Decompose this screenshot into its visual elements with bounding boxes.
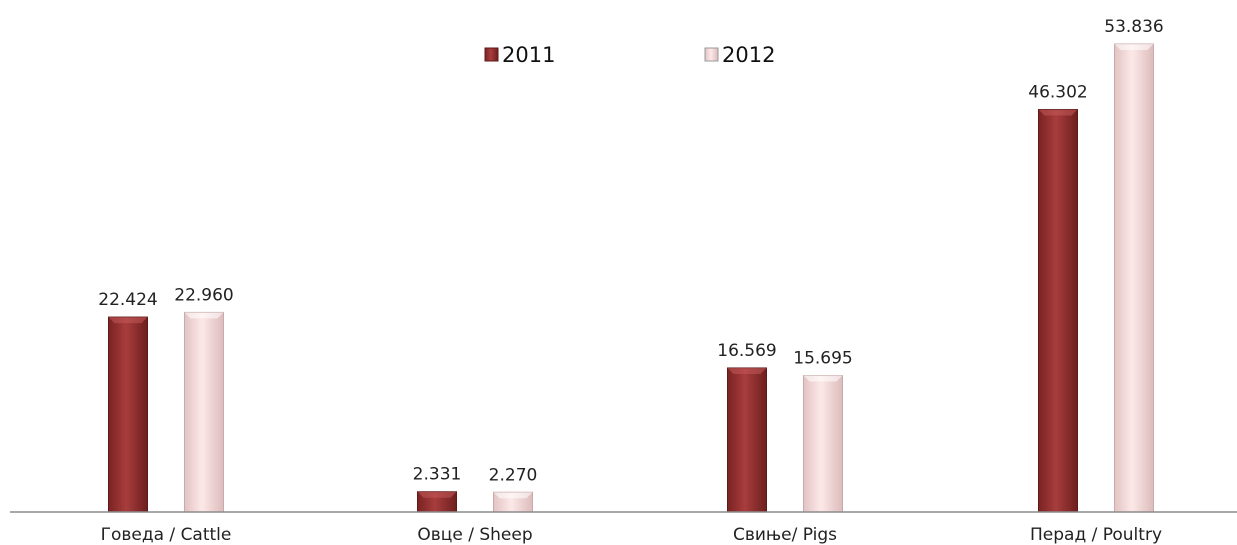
data-labels-layer: 22.424 2.331 16.569 46.302 22.960 2.270 15.695… (98, 17, 1163, 485)
legend: 2011 2012 (484, 43, 775, 67)
bar-bevel-2012-1 (184, 312, 224, 319)
bar-2011-4 (1038, 108, 1078, 513)
x-tick-label-1: Говеда / Cattle (101, 525, 232, 545)
bars-layer (108, 43, 1154, 513)
bar-bevel-2012-4 (1114, 44, 1154, 50)
data-label-2012-1: 22.960 (174, 285, 233, 305)
data-label-2011-2: 2.331 (413, 465, 462, 485)
bar-2011-1 (108, 316, 148, 513)
data-label-2011-1: 22.424 (98, 290, 157, 310)
x-tick-label-3: Свиње/ Pigs (733, 525, 837, 545)
bar-2012-3 (803, 375, 843, 513)
bar-bevel-2011-1 (108, 317, 148, 324)
bar-bevel-2011-4 (1038, 109, 1078, 116)
bar-2011-3 (727, 367, 767, 513)
x-tick-label-2: Овце / Sheep (417, 525, 532, 545)
bar-bevel-2011-2 (417, 491, 457, 498)
legend-swatch-2011 (484, 47, 499, 62)
x-tick-labels-layer: Говеда / Cattle Овце / Sheep Свиње/ Pigs Пе… (101, 525, 1162, 545)
bar-bevel-2012-2 (493, 492, 533, 499)
legend-label-2012: 2012 (722, 43, 775, 67)
bar-bevel-2012-3 (803, 375, 843, 382)
data-label-2011-4: 46.302 (1028, 82, 1087, 102)
bar-2012-1 (184, 311, 224, 513)
bar-2012-4 (1114, 43, 1154, 513)
legend-label-2011: 2011 (502, 43, 555, 67)
data-label-2012-4: 53.836 (1104, 17, 1163, 37)
legend-swatch-2012 (704, 47, 719, 62)
x-tick-label-4: Перад / Poultry (1030, 525, 1162, 545)
data-label-2012-3: 15.695 (793, 349, 852, 369)
data-label-2011-3: 16.569 (717, 341, 776, 361)
bar-bevel-2011-3 (727, 367, 767, 374)
data-label-2012-2: 2.270 (489, 465, 538, 485)
